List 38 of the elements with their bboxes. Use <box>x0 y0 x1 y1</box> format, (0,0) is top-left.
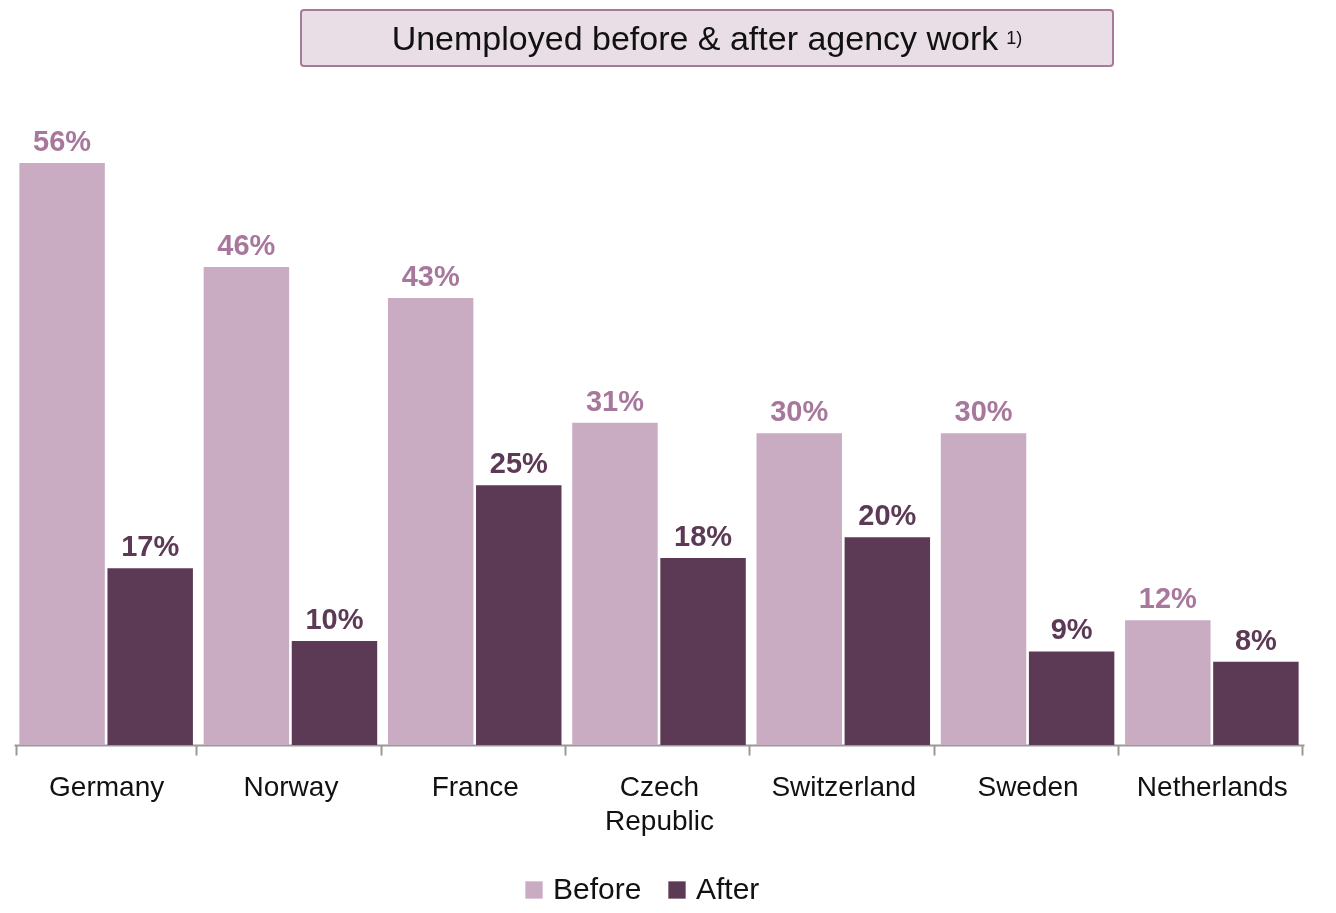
chart-title: Unemployed before & after agency work $^{1)}$ <box>300 9 1114 67</box>
bar <box>107 568 193 745</box>
bar <box>940 433 1027 745</box>
data-label: 17% <box>121 530 180 563</box>
data-label: 31% <box>585 384 645 417</box>
data-label: 30% <box>770 395 829 428</box>
bar <box>387 298 474 745</box>
bar <box>203 266 290 745</box>
x-tick-label: Switzerland <box>771 770 917 802</box>
bar <box>756 433 842 745</box>
data-label: 12% <box>1138 582 1198 615</box>
bar <box>19 163 105 745</box>
x-tick-label: Norway <box>243 770 339 802</box>
bar <box>1028 651 1115 745</box>
data-label: 25% <box>489 447 548 480</box>
data-label: 56% <box>33 125 92 157</box>
bar <box>1125 620 1211 745</box>
x-tick-label: Sweden <box>977 770 1079 802</box>
data-label: 9% <box>1050 613 1093 646</box>
data-label: 18% <box>674 519 733 552</box>
data-label: 8% <box>1234 623 1278 656</box>
data-label: 10% <box>305 603 364 636</box>
bar <box>572 422 658 745</box>
x-tick-label: France <box>431 770 519 802</box>
bar <box>844 537 931 745</box>
bar <box>1213 661 1299 745</box>
legend-label: Before <box>553 872 642 905</box>
x-tick-label: Germany <box>49 770 165 802</box>
legend-label: After <box>696 872 760 905</box>
x-tick-label: Czech Republic <box>605 770 714 836</box>
data-label: 30% <box>954 395 1013 428</box>
data-label: 20% <box>858 499 917 532</box>
bar <box>476 485 562 745</box>
x-tick-label: Netherlands <box>1136 770 1288 802</box>
bar <box>660 557 746 745</box>
data-label: 43% <box>401 260 460 293</box>
data-label: 46% <box>217 228 276 261</box>
bar <box>291 641 378 745</box>
